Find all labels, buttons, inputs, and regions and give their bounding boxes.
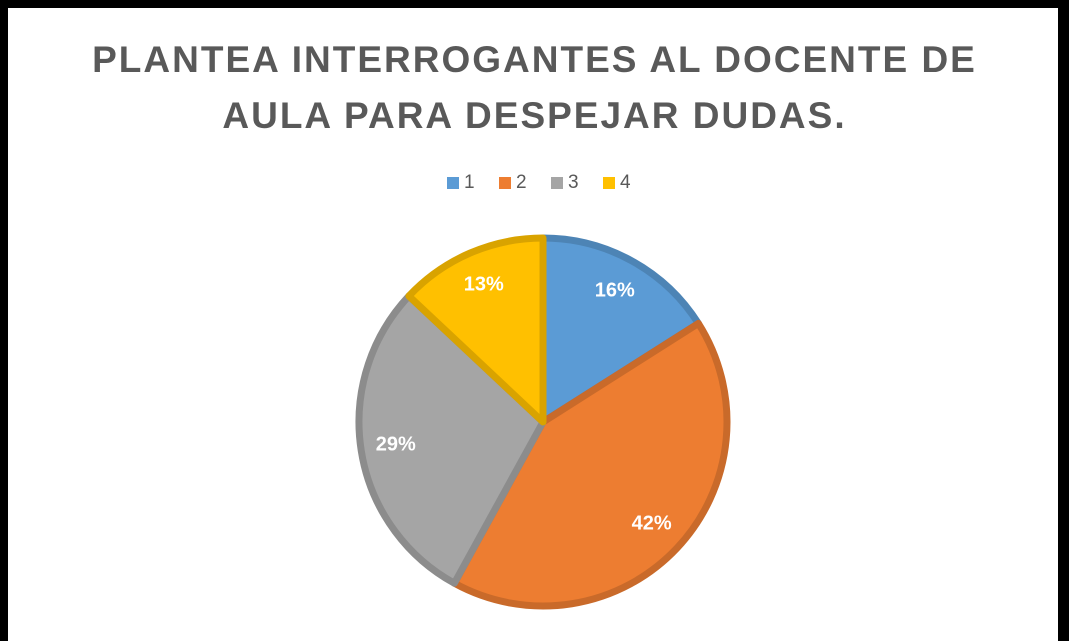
legend-label: 1: [464, 172, 475, 193]
legend-label: 4: [620, 172, 631, 193]
legend-label: 3: [568, 172, 579, 193]
data-label: 42%: [632, 512, 672, 534]
legend-swatch: [499, 177, 511, 189]
chart-title: PLANTEA INTERROGANTES AL DOCENTE DE AULA…: [92, 39, 977, 136]
data-label: 13%: [464, 273, 504, 295]
legend-swatch: [551, 177, 563, 189]
legend-label: 2: [516, 172, 527, 193]
pie-slice: [539, 234, 702, 426]
data-label: 16%: [595, 280, 635, 302]
data-label: 29%: [376, 434, 416, 456]
pie-slice: [355, 292, 547, 587]
pie-slice: [405, 234, 547, 426]
legend-swatch: [603, 177, 615, 189]
pie-slice: [450, 319, 731, 610]
legend-swatch: [447, 177, 459, 189]
